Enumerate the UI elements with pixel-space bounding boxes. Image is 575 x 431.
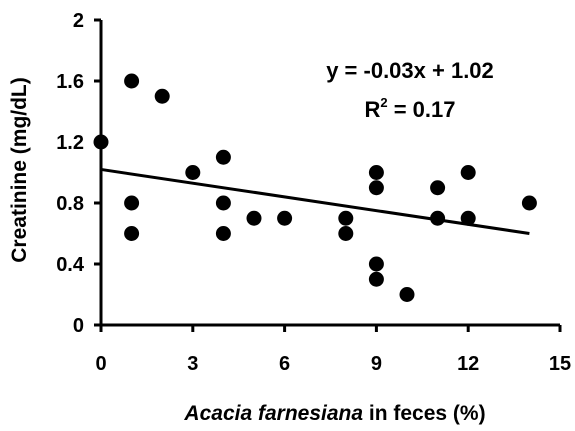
x-tick-label: 15 xyxy=(549,353,571,375)
data-point xyxy=(338,226,354,241)
trendline-equation: y = -0.03x + 1.02 xyxy=(326,58,494,83)
x-tick-label: 9 xyxy=(371,353,382,375)
data-point xyxy=(430,180,446,196)
data-point xyxy=(215,195,231,211)
y-tick-label: 2 xyxy=(73,10,84,32)
data-point xyxy=(124,226,140,241)
data-point xyxy=(215,226,231,241)
r-squared-value: = 0.17 xyxy=(388,97,456,122)
data-point xyxy=(368,256,384,272)
y-tick-label: 1.2 xyxy=(56,132,84,154)
x-tick-label: 0 xyxy=(95,353,106,375)
x-tick-label: 3 xyxy=(187,353,198,375)
x-axis-title: Acacia farnesiana in feces (%) xyxy=(183,402,485,425)
data-point xyxy=(368,180,384,196)
x-tick-label: 6 xyxy=(279,353,290,375)
y-tick-label: 0.8 xyxy=(56,193,84,215)
y-axis-title: Creatinine (mg/dL) xyxy=(8,77,31,263)
data-point xyxy=(124,73,140,89)
data-point xyxy=(154,88,170,104)
data-point xyxy=(368,165,384,180)
plot-marks xyxy=(93,73,537,302)
r-squared-superscript: 2 xyxy=(380,95,387,110)
x-axis-title-species: Acacia farnesiana xyxy=(183,402,363,425)
data-point xyxy=(460,165,476,180)
r-squared-symbol: R xyxy=(364,97,380,122)
y-tick-label: 0 xyxy=(73,315,84,337)
axes: 0 3 6 9 12 15 0 0.4 0.8 1.2 1.6 2 xyxy=(56,10,571,375)
data-point xyxy=(430,210,446,226)
y-tick-label: 1.6 xyxy=(56,71,84,93)
x-axis-title-unit: in feces (%) xyxy=(363,402,486,425)
data-point xyxy=(277,210,293,226)
data-point xyxy=(460,210,476,226)
data-point xyxy=(368,271,384,287)
data-point xyxy=(215,149,231,165)
data-point xyxy=(338,210,354,226)
r-squared-label: R2 = 0.17 xyxy=(364,95,455,122)
data-point xyxy=(185,165,201,180)
data-point xyxy=(246,210,262,226)
x-tick-label: 12 xyxy=(457,353,479,375)
data-point xyxy=(521,195,537,211)
data-point xyxy=(124,195,140,211)
y-tick-label: 0.4 xyxy=(56,254,85,276)
data-point xyxy=(399,287,415,302)
trendline xyxy=(100,167,530,235)
